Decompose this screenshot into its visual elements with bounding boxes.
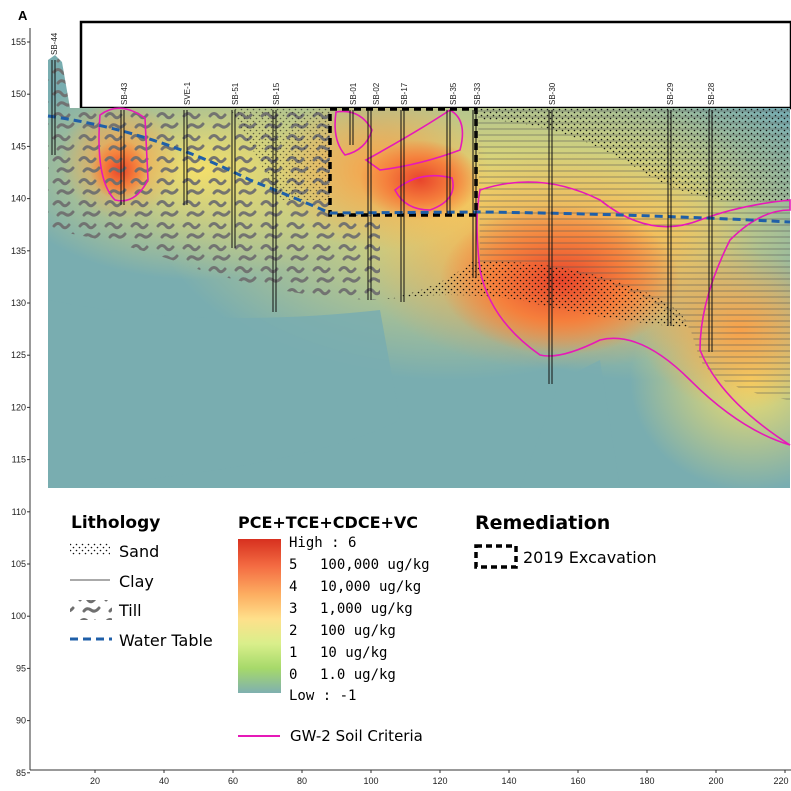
legend-background — [48, 489, 791, 769]
borehole-sb-29: SB-29 — [666, 82, 675, 326]
x-tick-label: 220 — [773, 776, 788, 786]
ramp-row-label: 1.0 ug/kg — [320, 667, 396, 683]
ramp-low-label: Low : -1 — [289, 688, 356, 704]
x-tick-label: 140 — [501, 776, 516, 786]
x-tick-label: 20 — [90, 776, 100, 786]
ramp-row-label: 100,000 ug/kg — [320, 557, 430, 573]
borehole-sb-33: SB-33 — [472, 82, 482, 278]
y-tick-label: 105 — [11, 559, 26, 569]
ramp-row-label: 10 ug/kg — [320, 645, 387, 661]
y-axis-ticks: 155 150 145 140 135 130 125 120 115 110 105 100 95 90… — [11, 37, 30, 778]
ramp-row-label: 100 ug/kg — [320, 623, 396, 639]
borehole-sb-43: SB-43 — [120, 82, 129, 205]
concentration-field — [48, 55, 790, 488]
lithology-legend: Lithology Sand Clay Till Water Table — [70, 513, 213, 650]
ramp-row-label: 10,000 ug/kg — [320, 579, 421, 595]
ramp-row-number: 3 — [289, 601, 297, 617]
x-tick-label: 80 — [297, 776, 307, 786]
ramp-row-number: 4 — [289, 579, 297, 595]
concentration-legend: PCE+TCE+CDCE+VC High : 6 5 100,000 ug/kg… — [238, 513, 430, 745]
ramp-row-number: 0 — [289, 667, 297, 683]
borehole-sb-01: SB-01 — [349, 82, 358, 145]
ramp-row-label: 1,000 ug/kg — [320, 601, 413, 617]
ramp-row-number: 1 — [289, 645, 297, 661]
borehole-label: SB-43 — [120, 82, 129, 105]
till-label: Till — [118, 601, 142, 620]
water-table-label: Water Table — [119, 631, 213, 650]
y-tick-label: 115 — [12, 455, 26, 465]
x-tick-label: 180 — [639, 776, 654, 786]
y-tick-label: 110 — [12, 507, 26, 517]
y-tick-label: 95 — [16, 663, 26, 673]
borehole-label: SB-17 — [400, 82, 409, 105]
sand-label: Sand — [119, 542, 159, 561]
borehole-label: SB-44 — [50, 32, 59, 55]
x-axis-ticks: 20 40 60 80 100 120 140 160 180 200 220 — [90, 770, 789, 786]
y-tick-label: 140 — [11, 194, 26, 204]
till-swatch — [70, 600, 112, 620]
y-tick-label: 130 — [11, 298, 26, 308]
excavation-label: 2019 Excavation — [523, 548, 657, 567]
ramp-row-number: 5 — [289, 557, 297, 573]
y-tick-label: 90 — [16, 716, 26, 726]
x-tick-label: 200 — [708, 776, 723, 786]
y-tick-label: 145 — [11, 141, 26, 151]
y-tick-label: 85 — [16, 768, 26, 778]
borehole-sb-02: SB-02 — [367, 82, 381, 300]
remediation-legend: Remediation 2019 Excavation — [474, 512, 657, 569]
y-tick-label: 125 — [11, 350, 26, 360]
borehole-label: SB-02 — [372, 82, 381, 105]
borehole-sve-1: SVE-1 — [183, 81, 192, 205]
borehole-sb-44: SB-44 — [50, 32, 59, 155]
sand-swatch — [70, 543, 110, 555]
borehole-label: SB-30 — [548, 82, 557, 105]
borehole-label: SB-15 — [272, 82, 281, 105]
concentration-title: PCE+TCE+CDCE+VC — [238, 513, 418, 532]
x-tick-label: 120 — [432, 776, 447, 786]
borehole-label: SB-51 — [231, 82, 240, 105]
y-tick-label: 135 — [11, 246, 26, 256]
criteria-label: GW-2 Soil Criteria — [290, 727, 423, 745]
x-tick-label: 60 — [228, 776, 238, 786]
y-tick-label: 150 — [11, 89, 26, 99]
borehole-sb-51: SB-51 — [231, 82, 240, 248]
y-tick-label: 120 — [11, 402, 26, 412]
borehole-label: SB-28 — [707, 82, 716, 105]
borehole-sb-28: SB-28 — [707, 82, 716, 352]
borehole-label: SB-29 — [666, 82, 675, 105]
clay-label: Clay — [119, 572, 154, 591]
x-tick-label: 40 — [159, 776, 169, 786]
boreholes: SB-44 SB-43 SVE-1 SB-51 SB-15 SB-01 SB-0… — [50, 32, 716, 384]
ramp-high-label: High : 6 — [289, 535, 356, 551]
borehole-sb-30: SB-30 — [548, 82, 557, 384]
borehole-label: SB-33 — [473, 82, 482, 105]
borehole-label: SVE-1 — [183, 81, 192, 105]
building-footprint — [79, 20, 791, 110]
water-table-line — [47, 114, 791, 224]
borehole-label: SB-35 — [449, 82, 458, 105]
y-tick-label: 155 — [11, 37, 26, 47]
borehole-label: SB-01 — [349, 82, 358, 105]
color-ramp — [238, 539, 281, 693]
borehole-sb-17: SB-17 — [400, 82, 409, 302]
remediation-title: Remediation — [475, 512, 610, 534]
x-tick-label: 100 — [363, 776, 378, 786]
y-tick-label: 100 — [11, 611, 26, 621]
borehole-sb-15: SB-15 — [272, 82, 281, 312]
panel-label: A — [18, 8, 28, 23]
excavation-swatch — [474, 544, 518, 569]
x-tick-label: 160 — [570, 776, 585, 786]
borehole-sb-35: SB-35 — [446, 82, 458, 215]
ramp-row-number: 2 — [289, 623, 297, 639]
gw2-criteria-contours — [98, 107, 791, 446]
lithology-title: Lithology — [71, 513, 160, 533]
